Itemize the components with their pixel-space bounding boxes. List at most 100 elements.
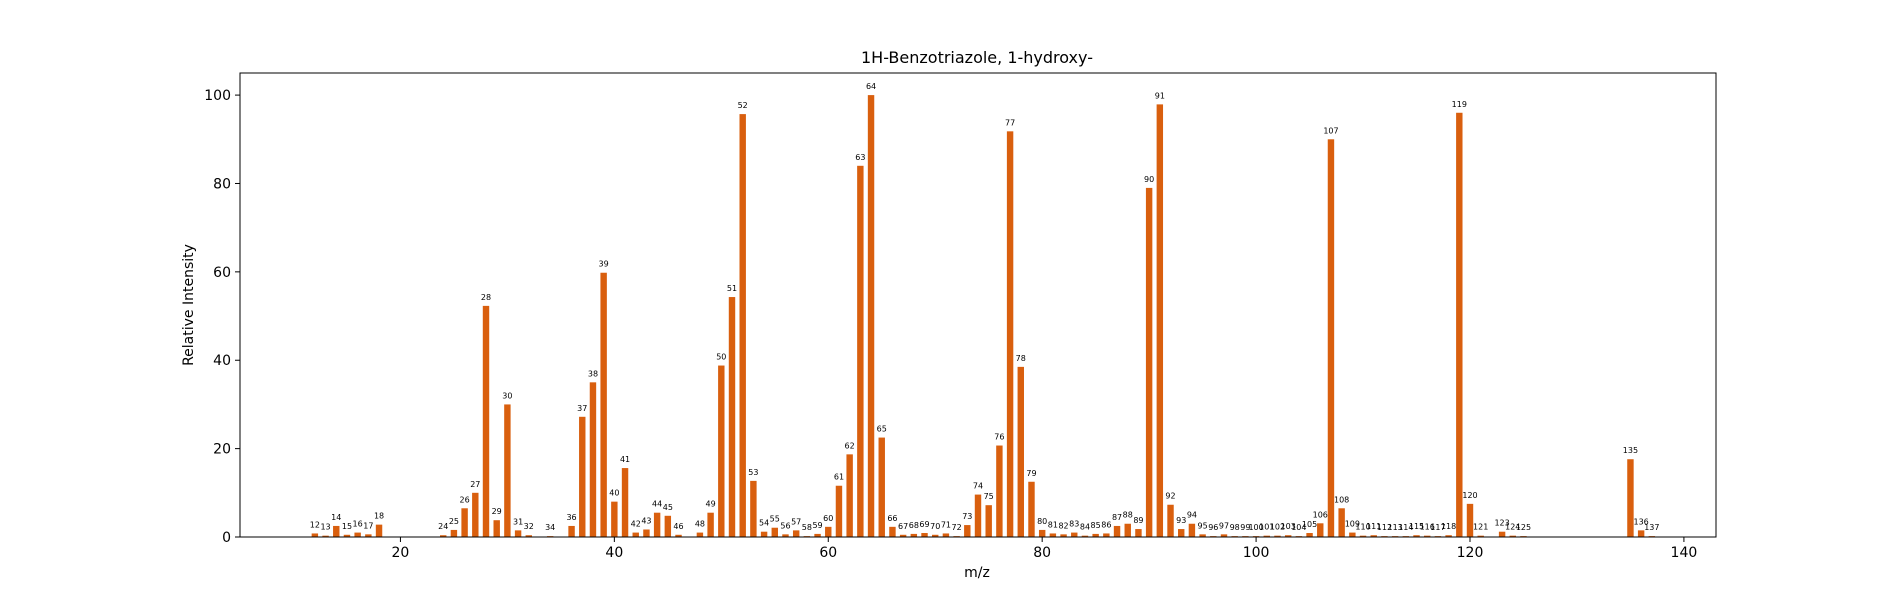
bar-mz-30 (504, 404, 511, 537)
bar-label-mz-93: 93 (1176, 516, 1186, 525)
chart-title: 1H-Benzotriazole, 1-hydroxy- (861, 48, 1093, 67)
bar-label-mz-81: 81 (1048, 520, 1058, 529)
bar-mz-43 (643, 529, 650, 537)
bar-mz-85 (1092, 533, 1099, 537)
bar-label-mz-95: 95 (1198, 521, 1208, 530)
bar-label-mz-16: 16 (353, 520, 363, 529)
bar-mz-40 (611, 501, 618, 537)
bar-label-mz-99: 99 (1240, 523, 1250, 532)
bar-label-mz-44: 44 (652, 500, 662, 509)
bar-mz-77 (1006, 131, 1014, 537)
bar-mz-66 (889, 526, 896, 537)
bar-mz-119 (1456, 112, 1463, 538)
bar-mz-93 (1178, 529, 1185, 537)
bar-label-mz-30: 30 (502, 391, 512, 400)
bar-label-mz-61: 61 (834, 473, 844, 482)
bar-mz-118 (1445, 535, 1452, 537)
bar-mz-82 (1060, 534, 1067, 537)
bar-label-mz-31: 31 (513, 517, 523, 526)
bar-label-mz-80: 80 (1037, 517, 1047, 526)
bar-label-mz-38: 38 (588, 369, 598, 378)
bar-mz-36 (568, 525, 575, 537)
bar-label-mz-65: 65 (877, 425, 887, 434)
y-tick-label: 0 (222, 530, 231, 546)
bar-label-mz-85: 85 (1091, 521, 1101, 530)
bar-label-mz-60: 60 (823, 514, 833, 523)
bar-label-mz-45: 45 (663, 503, 673, 512)
x-axis: 20 40 60 80 100 120 140 (392, 537, 1697, 561)
y-tick-label: 80 (213, 176, 231, 192)
bar-mz-16 (354, 532, 361, 537)
bar-label-mz-100: 100 (1248, 523, 1263, 532)
bar-label-mz-51: 51 (727, 284, 737, 293)
bar-mz-124 (1509, 535, 1516, 537)
bar-label-mz-114: 114 (1398, 523, 1413, 532)
bar-label-mz-90: 90 (1144, 175, 1154, 184)
bar-label-mz-107: 107 (1323, 126, 1338, 135)
bar-mz-49 (707, 512, 714, 537)
bar-label-mz-77: 77 (1005, 118, 1015, 127)
bar-label-mz-125: 125 (1516, 523, 1531, 532)
bar-mz-121 (1477, 535, 1484, 537)
bar-mz-105 (1306, 533, 1313, 537)
bar-label-mz-105: 105 (1302, 520, 1317, 529)
bar-label-mz-115: 115 (1409, 522, 1424, 531)
bar-mz-81 (1049, 533, 1057, 537)
bar-mz-107 (1327, 139, 1335, 538)
bar-label-mz-96: 96 (1208, 523, 1218, 532)
bar-mz-76 (996, 445, 1003, 537)
bar-label-mz-135: 135 (1623, 446, 1638, 455)
bar-label-mz-52: 52 (738, 101, 748, 110)
bar-label-mz-111: 111 (1366, 522, 1381, 531)
bar-mz-37 (579, 416, 586, 537)
bar-label-mz-123: 123 (1494, 519, 1509, 528)
bar-mz-103 (1284, 535, 1292, 537)
bar-mz-68 (910, 533, 918, 537)
bar-label-mz-76: 76 (994, 433, 1004, 442)
bar-label-mz-34: 34 (545, 523, 555, 532)
bar-mz-59 (814, 533, 821, 537)
bar-label-mz-113: 113 (1387, 523, 1402, 532)
bar-mz-69 (921, 533, 928, 537)
bar-label-mz-56: 56 (780, 521, 790, 530)
bar-mz-12 (311, 533, 319, 537)
bar-label-mz-46: 46 (673, 522, 683, 531)
bar-mz-120 (1466, 503, 1474, 537)
bar-mz-91 (1156, 104, 1164, 537)
bar-label-mz-48: 48 (695, 520, 705, 529)
bar-label-mz-57: 57 (791, 517, 801, 526)
bar-mz-87 (1113, 525, 1121, 537)
bar-mz-123 (1498, 531, 1506, 537)
bar-label-mz-64: 64 (866, 82, 876, 91)
bar-label-mz-15: 15 (342, 522, 352, 531)
bar-label-mz-43: 43 (641, 516, 651, 525)
bar-mz-95 (1199, 534, 1206, 537)
bar-mz-26 (461, 508, 468, 537)
bar-label-mz-66: 66 (887, 514, 897, 523)
bar-mz-64 (867, 95, 875, 537)
bar-mz-32 (525, 535, 532, 537)
bar-mz-73 (964, 525, 971, 537)
bar-mz-62 (846, 454, 853, 537)
bar-label-mz-32: 32 (524, 522, 534, 531)
bar-label-mz-118: 118 (1441, 522, 1456, 531)
bar-mz-94 (1188, 523, 1196, 537)
bar-label-mz-13: 13 (320, 523, 330, 532)
bar-mz-45 (664, 515, 672, 537)
bar-mz-110 (1359, 535, 1367, 537)
bar-mz-29 (493, 520, 500, 537)
bar-label-mz-87: 87 (1112, 513, 1122, 522)
bar-label-mz-42: 42 (631, 520, 641, 529)
bar-mz-17 (365, 534, 372, 537)
bar-label-mz-94: 94 (1187, 511, 1197, 520)
bar-mz-79 (1028, 481, 1035, 537)
bar-label-mz-92: 92 (1165, 492, 1175, 501)
bar-mz-39 (600, 272, 607, 537)
bar-label-mz-27: 27 (470, 480, 480, 489)
bar-label-mz-104: 104 (1291, 523, 1306, 532)
bar-mz-38 (589, 382, 597, 537)
bar-label-mz-109: 109 (1345, 520, 1360, 529)
bar-label-mz-26: 26 (460, 495, 470, 504)
x-tick-label: 120 (1457, 545, 1484, 561)
